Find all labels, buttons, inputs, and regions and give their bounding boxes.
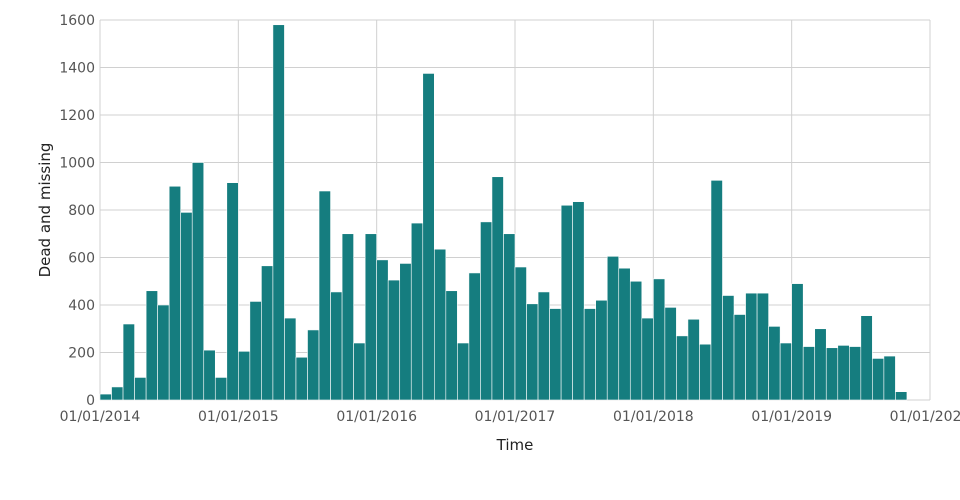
bar [99,393,112,401]
bar [353,342,366,401]
bar [307,329,320,401]
bar [480,221,493,401]
y-tick-label: 800 [68,203,95,219]
bar [157,304,170,401]
bar [434,248,447,401]
bar [422,73,435,401]
bar [261,265,274,401]
bar [318,190,331,401]
bar [883,355,896,401]
bar [572,201,585,401]
y-axis-title: Dead and missing [36,143,54,278]
bar [249,301,262,401]
bar [387,279,401,401]
bar [583,308,596,401]
bar [629,280,643,401]
bar [526,303,539,401]
bar [503,233,516,401]
x-tick-label: 01/01/2020 [890,409,960,425]
bar [168,185,181,401]
bar [226,182,239,401]
bar [606,256,620,401]
x-tick-label: 01/01/2017 [475,409,556,425]
y-tick-label: 400 [68,298,95,314]
bar [791,283,804,401]
bar [779,342,792,401]
bar [145,290,158,401]
bar [802,346,816,401]
bar [272,24,285,401]
bar [284,317,297,401]
bar [330,291,343,401]
bar [560,204,573,401]
bar [618,267,631,401]
bar [491,176,504,401]
bar [733,314,746,401]
bar [814,328,827,401]
bar [676,335,689,401]
bar [410,222,424,401]
bar [595,299,608,401]
bar [191,162,205,401]
bar [376,259,389,401]
bar [860,315,873,401]
bar [687,318,700,401]
y-tick-label: 0 [86,393,95,409]
bar [653,278,666,401]
y-tick-label: 1600 [59,13,95,29]
bar [203,349,216,401]
bar [364,233,377,401]
bar [111,386,124,401]
bar [641,317,654,401]
x-tick-label: 01/01/2015 [198,409,279,425]
bar [238,351,251,401]
y-tick-label: 1400 [59,61,95,77]
bar [295,356,308,401]
bar [722,295,735,401]
bar [837,345,850,401]
bars [99,24,908,401]
bar [699,343,712,401]
bar [849,346,862,401]
bar [768,326,781,401]
x-axis-ticks: 01/01/2014 01/01/2015 01/01/2016 01/01/2017… [60,409,960,425]
bar [468,272,481,401]
bar [214,377,228,401]
y-tick-label: 1200 [59,108,95,124]
bar [872,358,885,401]
bar [457,342,470,401]
x-tick-label: 01/01/2016 [336,409,417,425]
x-tick-label: 01/01/2019 [751,409,832,425]
bar [134,377,147,401]
y-axis-ticks: 0 200 400 600 800 1000 1200 1400 1600 [59,13,95,409]
bar [895,391,908,401]
x-tick-label: 01/01/2018 [613,409,694,425]
bar [445,290,458,401]
y-tick-label: 200 [68,346,95,362]
bar [825,347,839,401]
bar [399,263,412,401]
bar [664,307,677,401]
bar [745,292,758,401]
y-tick-label: 600 [68,251,95,267]
bar [180,212,193,401]
bar [756,292,769,401]
y-tick-label: 1000 [59,156,95,172]
bar [549,308,562,401]
bar [122,323,135,401]
x-axis-title: Time [496,436,534,454]
bar [341,233,354,401]
bar [537,291,550,401]
bar [514,266,527,401]
bar [710,180,723,401]
x-tick-label: 01/01/2014 [60,409,141,425]
